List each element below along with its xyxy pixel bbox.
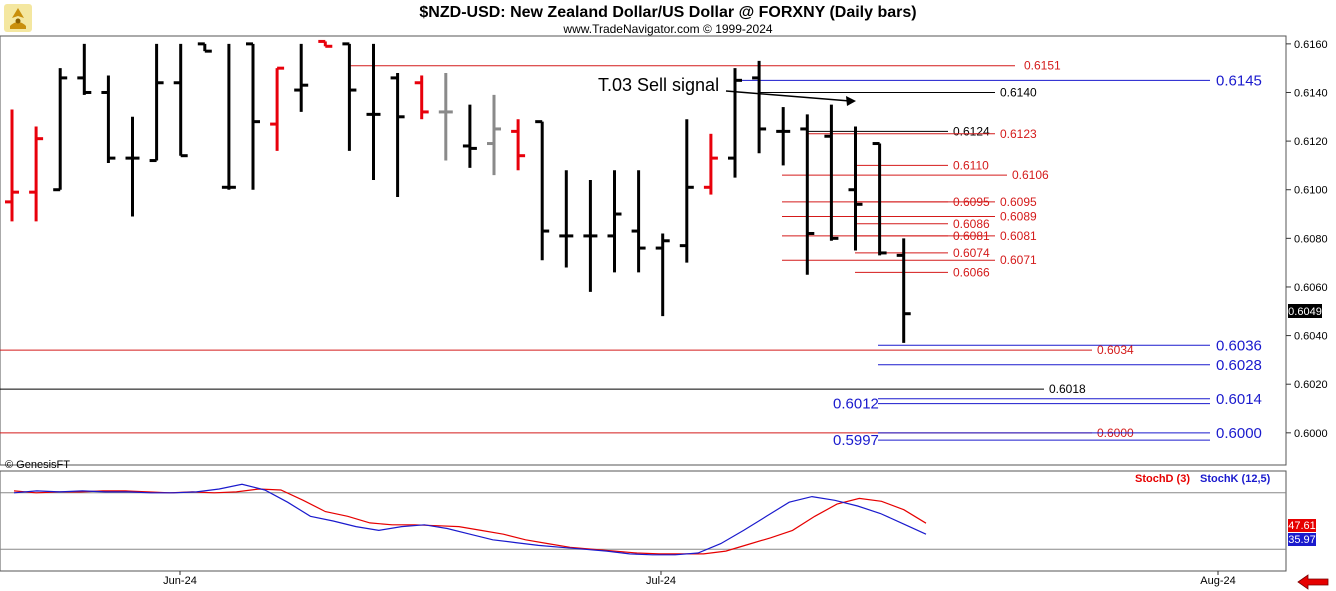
y-tick-label: 0.6060 [1294,282,1328,294]
price-badge [1288,304,1322,318]
level-lines: 0.6151 0.6145 0.6140 0.6124 0.6123 0.6110 0.61… [0,59,1262,449]
level-label: 0.6151 [1024,59,1061,73]
y-tick-label: 0.6160 [1294,39,1328,51]
ohlc-bar [77,43,92,95]
level-label: 0.6018 [1049,382,1086,396]
ohlc-bar [414,75,429,120]
level-label: 0.6028 [1216,357,1262,374]
level-label: 0.6081 [1000,229,1037,243]
ohlc-bar [511,119,526,171]
ohlc-bar [246,42,260,190]
stochastic-lines [0,483,1286,556]
logo-icon [4,4,32,32]
ohlc-bar [487,94,501,176]
month-label-jul: Jul-24 [646,575,676,587]
ohlc-bars [5,39,911,343]
ohlc-bar [221,43,236,190]
level-label: 0.6086 [953,217,990,231]
ohlc-bar [559,170,574,268]
level-label: 0.6145 [1216,72,1262,89]
month-label-aug: Aug-24 [1200,575,1235,587]
annotation-arrowhead [846,96,856,106]
stochk-line [13,483,927,556]
stochk-label: StochK (12,5) [1200,473,1271,485]
ohlc-bar [294,43,309,112]
ohlc-bar [390,73,405,198]
level-label: 0.6123 [1000,127,1037,141]
ohlc-bar [438,73,453,161]
ohlc-bar [101,75,116,163]
ohlc-bar [776,107,791,166]
ohlc-bar [607,170,622,273]
ohlc-bar [824,104,839,241]
month-label-jun: Jun-24 [163,575,197,587]
scroll-left-arrow-icon[interactable] [1297,574,1329,590]
ohlc-bar [752,60,767,154]
stochd-value: 47.61 [1288,520,1316,532]
price-axis: 0.6160 0.6140 0.6120 0.6100 0.6080 0.6060 0.60… [179,39,1328,575]
copyright-text: © GenesisFT [5,459,70,471]
level-label: 0.6066 [953,265,990,279]
ohlc-bar [318,39,333,48]
level-label: 0.6089 [1000,209,1037,223]
level-label: 0.5997 [833,432,879,449]
chart-subtitle: www.TradeNavigator.com © 1999-2024 [562,22,772,36]
ohlc-bar [800,114,815,275]
ohlc-bar [53,68,68,192]
stochd-value-badge [1288,519,1316,532]
level-label: 0.6110 [953,158,989,172]
ohlc-bar [703,133,718,195]
stochk-value: 35.97 [1288,534,1316,546]
ohlc-bar [631,170,646,273]
ohlc-bar [366,43,381,180]
level-label: 0.6000 [1216,425,1262,442]
level-label: 0.6124 [953,124,990,138]
price-badge-text: 0.6049 [1288,306,1322,318]
level-label: 0.6074 [953,246,990,260]
ohlc-bar [197,42,212,53]
ohlc-bar [655,233,670,317]
ohlc-bar [583,180,598,292]
level-label: 0.6095 [1000,195,1037,209]
ohlc-bar [5,109,19,222]
level-label: 0.6014 [1216,391,1262,408]
y-tick-label: 0.6080 [1294,233,1328,245]
ohlc-bar [896,238,911,343]
chart-title: $NZD-USD: New Zealand Dollar/US Dollar @… [419,4,916,21]
y-tick-label: 0.6000 [1294,428,1328,440]
oscillator-panel [0,470,1287,572]
ohlc-bar [125,116,140,217]
level-label: 0.6106 [1012,168,1049,182]
y-tick-label: 0.6120 [1294,136,1328,148]
y-tick-label: 0.6100 [1294,185,1328,197]
y-tick-label: 0.6020 [1294,379,1328,391]
level-label: 0.6071 [1000,253,1037,267]
stochk-value-badge [1288,533,1316,546]
level-label: 0.6012 [833,396,879,413]
y-tick-label: 0.6040 [1294,331,1328,343]
ohlc-bar [872,142,887,256]
price-panel [0,35,1287,466]
annotation-arrow-line [725,90,851,102]
level-label: 0.6140 [1000,85,1037,99]
ohlc-bar [462,104,477,168]
ohlc-bar [29,126,44,222]
ohlc-bar [728,68,742,178]
ohlc-bar [270,66,285,151]
y-tick-label: 0.6140 [1294,87,1328,99]
ohlc-bar [679,119,694,263]
ohlc-bar [173,43,188,158]
sell-signal-annotation: T.03 Sell signal [598,75,719,95]
level-label: 0.6034 [1097,343,1134,357]
stochd-label: StochD (3) [1135,473,1190,485]
ohlc-bar [535,120,550,261]
level-label: 0.6036 [1216,337,1262,354]
ohlc-bar [149,43,164,163]
ohlc-bar [848,126,863,251]
ohlc-bar [342,42,357,151]
